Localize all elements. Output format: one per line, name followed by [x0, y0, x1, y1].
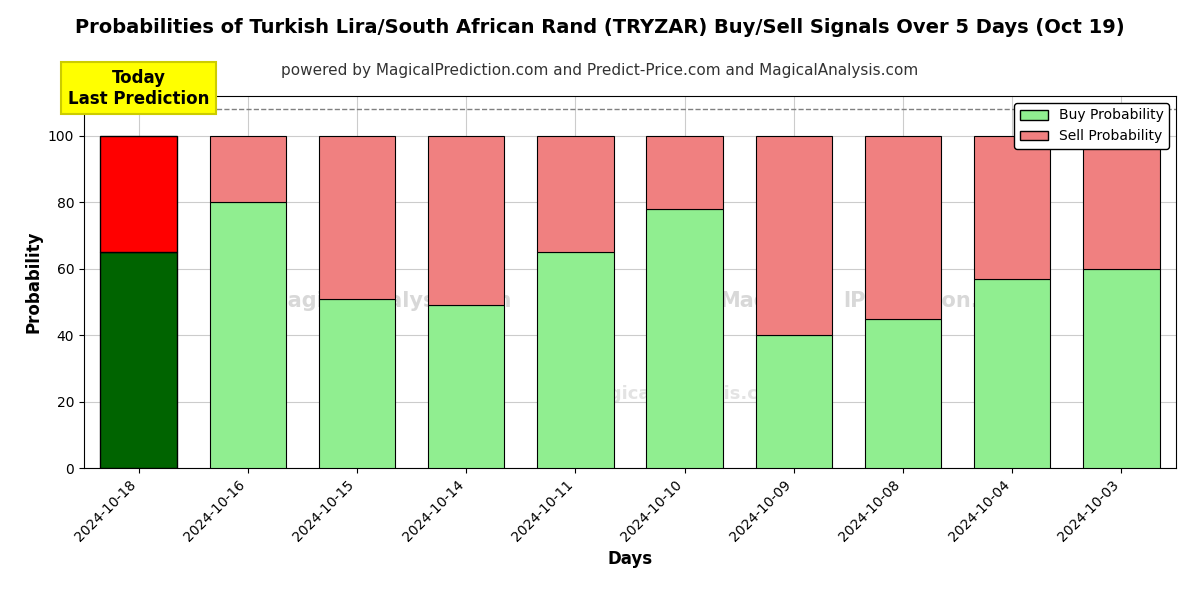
Text: powered by MagicalPrediction.com and Predict-Price.com and MagicalAnalysis.com: powered by MagicalPrediction.com and Pre…: [281, 63, 919, 78]
Text: MagicalAnalysis.com: MagicalAnalysis.com: [268, 290, 512, 311]
Bar: [319, 136, 395, 299]
Bar: [428, 136, 504, 305]
Bar: [210, 202, 286, 468]
Bar: [1084, 269, 1159, 468]
Bar: [647, 209, 722, 468]
Bar: [538, 136, 613, 252]
Bar: [428, 305, 504, 468]
Bar: [538, 252, 613, 468]
Bar: [974, 136, 1050, 278]
Text: MagicalAnalysis.com: MagicalAnalysis.com: [580, 385, 790, 403]
Bar: [210, 136, 286, 202]
Bar: [319, 299, 395, 468]
Bar: [865, 136, 941, 319]
Bar: [756, 136, 832, 335]
Bar: [101, 252, 176, 468]
Bar: [101, 136, 176, 252]
Text: Today
Last Prediction: Today Last Prediction: [68, 69, 209, 107]
Bar: [974, 278, 1050, 468]
Legend: Buy Probability, Sell Probability: Buy Probability, Sell Probability: [1014, 103, 1169, 149]
Text: Probabilities of Turkish Lira/South African Rand (TRYZAR) Buy/Sell Signals Over : Probabilities of Turkish Lira/South Afri…: [76, 18, 1124, 37]
Text: lPrediction.com: lPrediction.com: [844, 290, 1028, 311]
Bar: [756, 335, 832, 468]
X-axis label: Days: Days: [607, 550, 653, 568]
Text: Magica: Magica: [720, 290, 803, 311]
Y-axis label: Probability: Probability: [24, 231, 42, 333]
Bar: [1084, 136, 1159, 269]
Bar: [865, 319, 941, 468]
Bar: [647, 136, 722, 209]
